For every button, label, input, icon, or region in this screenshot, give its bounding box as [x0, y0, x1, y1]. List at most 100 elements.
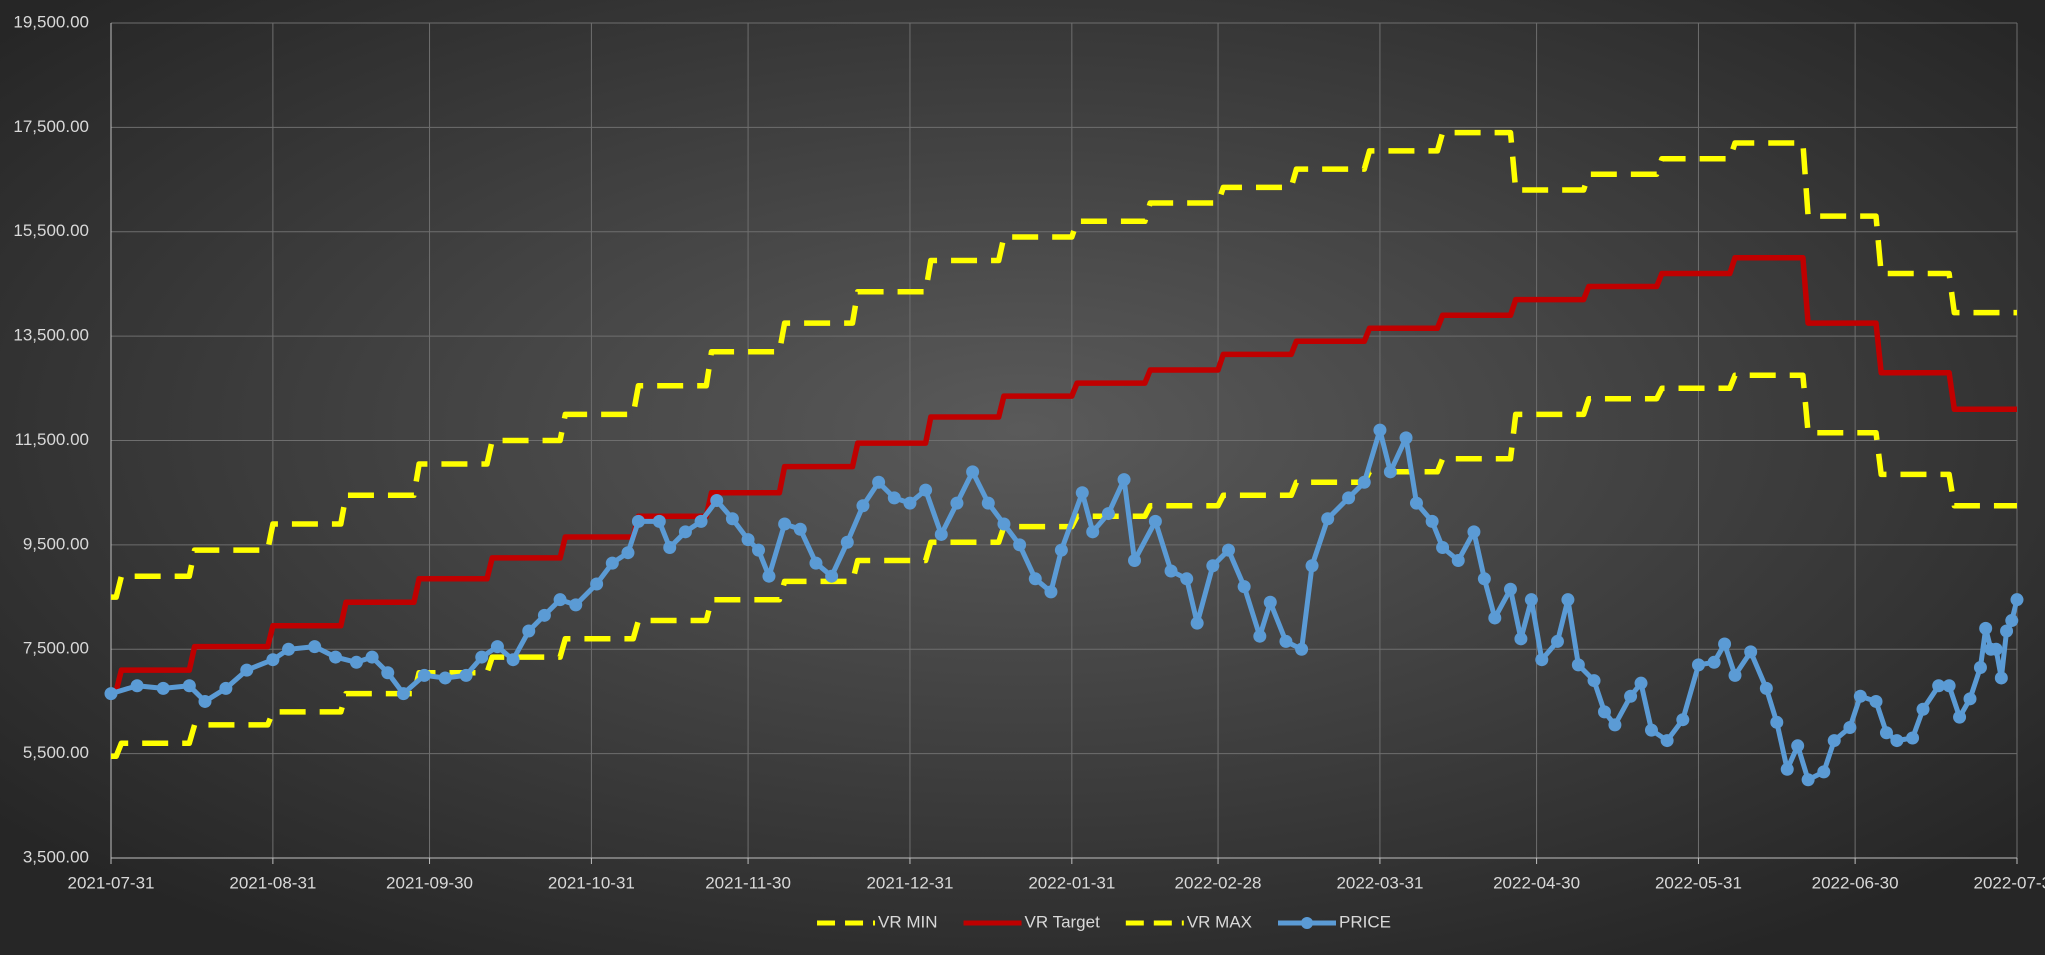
point	[1342, 491, 1356, 505]
point	[966, 465, 980, 479]
point	[2000, 624, 2014, 638]
point	[652, 514, 666, 528]
point	[506, 653, 520, 667]
point	[2005, 614, 2019, 628]
y-tick-label: 13,500.00	[13, 326, 89, 345]
y-tick-label: 15,500.00	[13, 221, 89, 240]
point	[1691, 658, 1705, 672]
point	[981, 496, 995, 510]
point	[1989, 642, 2003, 656]
legend-label: PRICE	[1339, 912, 1391, 931]
point	[1101, 507, 1115, 521]
y-tick-label: 3,500.00	[23, 847, 89, 866]
point	[182, 679, 196, 693]
point	[537, 608, 551, 622]
point	[1206, 559, 1220, 573]
point	[282, 642, 296, 656]
point	[1963, 692, 1977, 706]
point	[1524, 593, 1538, 607]
point	[308, 640, 322, 654]
point	[1932, 679, 1946, 693]
point	[156, 681, 170, 695]
point	[919, 483, 933, 497]
point	[417, 668, 431, 682]
point	[329, 650, 343, 664]
point	[825, 569, 839, 583]
point	[1383, 465, 1397, 479]
point	[2010, 593, 2024, 607]
point	[365, 650, 379, 664]
point	[1127, 554, 1141, 568]
legend-label: VR Target	[1025, 912, 1101, 931]
point	[950, 496, 964, 510]
point	[1514, 632, 1528, 646]
point	[1295, 642, 1309, 656]
point	[809, 556, 823, 570]
point	[1013, 538, 1027, 552]
point	[1869, 694, 1883, 708]
point	[1263, 595, 1277, 609]
point	[1321, 512, 1335, 526]
point	[1054, 543, 1068, 557]
point	[1044, 585, 1058, 599]
x-tick-label: 2022-04-30	[1493, 873, 1580, 892]
point	[1451, 554, 1465, 568]
point	[1075, 486, 1089, 500]
point	[694, 514, 708, 528]
x-tick-label: 2022-06-30	[1812, 873, 1899, 892]
point	[1086, 525, 1100, 539]
point	[605, 556, 619, 570]
point	[1305, 559, 1319, 573]
point	[710, 494, 724, 508]
point	[266, 653, 280, 667]
legend-label: VR MAX	[1187, 912, 1252, 931]
point	[1409, 496, 1423, 510]
point	[1597, 705, 1611, 719]
point	[1535, 653, 1549, 667]
point	[1190, 616, 1204, 630]
point	[887, 491, 901, 505]
x-tick-label: 2021-10-31	[548, 873, 635, 892]
point	[1624, 689, 1638, 703]
point	[1744, 645, 1758, 659]
point	[1477, 572, 1491, 586]
y-tick-label: 19,500.00	[13, 12, 89, 31]
point	[522, 624, 536, 638]
point	[1503, 582, 1517, 596]
y-tick-label: 9,500.00	[23, 534, 89, 553]
point	[1279, 634, 1293, 648]
point	[1436, 540, 1450, 554]
point	[1942, 679, 1956, 693]
point	[741, 533, 755, 547]
point	[1994, 671, 2008, 685]
x-tick-label: 2022-03-31	[1336, 873, 1423, 892]
x-tick-label: 2021-08-31	[229, 873, 316, 892]
point	[856, 499, 870, 513]
point	[1467, 525, 1481, 539]
point	[475, 650, 489, 664]
y-tick-label: 7,500.00	[23, 639, 89, 658]
point	[793, 522, 807, 536]
legend-label: VR MIN	[878, 912, 938, 931]
point	[590, 577, 604, 591]
point	[490, 640, 504, 654]
point	[631, 514, 645, 528]
point	[1890, 734, 1904, 748]
point	[553, 593, 567, 607]
point	[1608, 718, 1622, 732]
series-line	[111, 255, 2017, 694]
point	[438, 671, 452, 685]
point	[1780, 762, 1794, 776]
point	[1979, 621, 1993, 635]
point	[1644, 723, 1658, 737]
point	[396, 687, 410, 701]
point	[725, 512, 739, 526]
x-tick-label: 2021-07-31	[68, 873, 155, 892]
point	[349, 655, 363, 669]
point	[1973, 661, 1987, 675]
point	[1634, 676, 1648, 690]
point	[1028, 572, 1042, 586]
point	[903, 496, 917, 510]
point	[1237, 580, 1251, 594]
point	[1550, 634, 1564, 648]
